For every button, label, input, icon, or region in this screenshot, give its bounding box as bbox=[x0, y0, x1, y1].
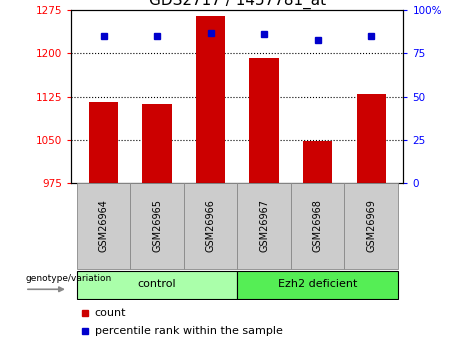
Text: genotype/variation: genotype/variation bbox=[25, 274, 111, 283]
Bar bbox=[344, 183, 398, 269]
Bar bbox=[237, 270, 398, 298]
Text: count: count bbox=[95, 308, 126, 317]
Bar bbox=[291, 183, 344, 269]
Bar bbox=[142, 104, 172, 183]
Bar bbox=[89, 102, 118, 183]
Bar bbox=[130, 183, 184, 269]
Text: GSM26968: GSM26968 bbox=[313, 199, 323, 253]
Text: Ezh2 deficient: Ezh2 deficient bbox=[278, 279, 357, 289]
Bar bbox=[77, 183, 130, 269]
Text: control: control bbox=[138, 279, 177, 289]
Title: GDS2717 / 1457781_at: GDS2717 / 1457781_at bbox=[149, 0, 326, 9]
Text: GSM26965: GSM26965 bbox=[152, 199, 162, 253]
Text: GSM26969: GSM26969 bbox=[366, 199, 376, 253]
Bar bbox=[249, 58, 279, 183]
Text: GSM26964: GSM26964 bbox=[99, 199, 109, 253]
Bar bbox=[184, 183, 237, 269]
Bar bbox=[196, 16, 225, 183]
Bar bbox=[303, 141, 332, 183]
Bar bbox=[77, 270, 237, 298]
Bar bbox=[237, 183, 291, 269]
Text: percentile rank within the sample: percentile rank within the sample bbox=[95, 326, 283, 336]
Text: GSM26967: GSM26967 bbox=[259, 199, 269, 253]
Text: GSM26966: GSM26966 bbox=[206, 199, 216, 253]
Bar bbox=[356, 94, 386, 183]
